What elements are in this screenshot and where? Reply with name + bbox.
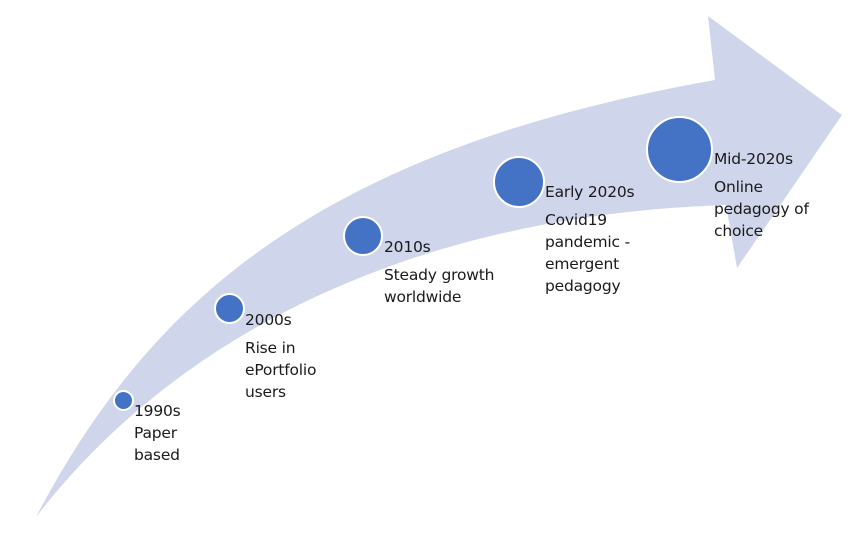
- milestone-era: 2010s: [384, 238, 431, 256]
- curved-arrow-shape: [36, 16, 842, 517]
- milestone-dot-early-2020s: [493, 156, 545, 208]
- milestone-description: Steady growth worldwide: [384, 266, 495, 306]
- milestone-era: Early 2020s: [545, 183, 635, 201]
- milestone-label-2010s: 2010s Steady growth worldwide: [384, 236, 494, 308]
- milestone-label-early-2020s: Early 2020s Covid19 pandemic - emergent …: [545, 181, 635, 297]
- milestone-dot-mid-2020s: [646, 116, 713, 183]
- milestone-description: Rise in ePortfolio users: [245, 339, 317, 401]
- milestone-era: Mid-2020s: [714, 150, 793, 168]
- milestone-description: Paper based: [134, 424, 180, 464]
- milestone-dot-2010s: [343, 216, 383, 256]
- milestone-label-mid-2020s: Mid-2020s Online pedagogy of choice: [714, 148, 809, 242]
- milestone-label-2000s: 2000s Rise in ePortfolio users: [245, 309, 317, 403]
- milestone-dot-2000s: [214, 293, 245, 324]
- milestone-dot-1990s: [113, 390, 134, 411]
- milestone-description: Covid19 pandemic - emergent pedagogy: [545, 211, 630, 295]
- milestone-label-1990s: 1990s Paper based: [134, 400, 181, 466]
- milestone-era: 2000s: [245, 311, 292, 329]
- milestone-era: 1990s: [134, 402, 181, 420]
- milestone-description: Online pedagogy of choice: [714, 178, 809, 240]
